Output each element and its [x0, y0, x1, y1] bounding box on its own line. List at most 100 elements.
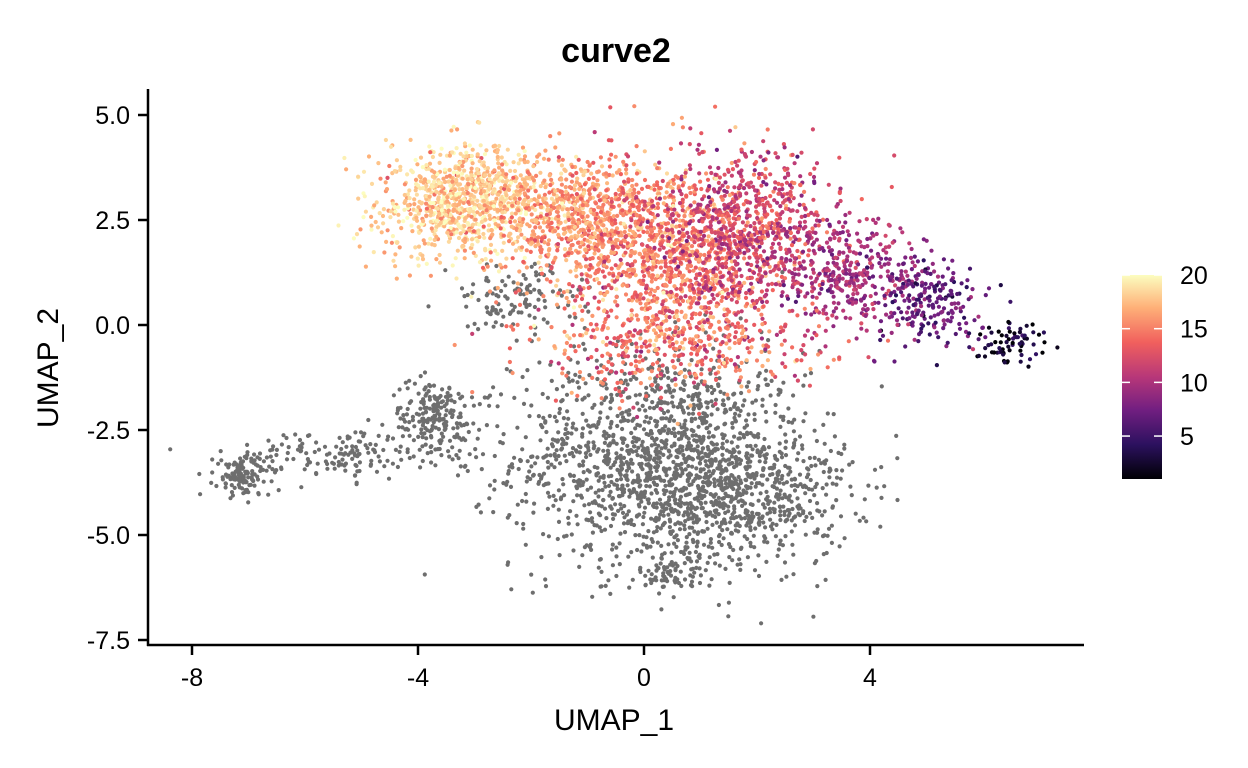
- scatter-point: [512, 219, 518, 224]
- scatter-point: [763, 377, 768, 382]
- scatter-point: [825, 411, 830, 416]
- scatter-point: [642, 149, 647, 154]
- scatter-point: [795, 496, 800, 501]
- scatter-point: [624, 473, 629, 478]
- scatter-point: [546, 238, 552, 243]
- scatter-point: [394, 158, 399, 163]
- scatter-point: [403, 198, 408, 204]
- scatter-point: [405, 206, 410, 211]
- scatter-point: [541, 317, 546, 322]
- scatter-point: [754, 511, 760, 516]
- scatter-point: [533, 207, 538, 212]
- scatter-point: [668, 490, 673, 495]
- scatter-point: [675, 538, 681, 543]
- scatter-point: [738, 316, 743, 321]
- scatter-point: [895, 456, 900, 461]
- scatter-point: [724, 439, 730, 444]
- scatter-point: [619, 436, 624, 441]
- scatter-point: [670, 494, 675, 499]
- scatter-point: [659, 399, 664, 404]
- scatter-point: [339, 446, 344, 452]
- scatter-point: [766, 338, 771, 343]
- scatter-point: [374, 469, 380, 474]
- scatter-point: [542, 240, 547, 245]
- scatter-point: [474, 504, 479, 509]
- scatter-point: [609, 199, 614, 204]
- scatter-point: [531, 164, 536, 169]
- scatter-point: [674, 544, 679, 550]
- scatter-point: [821, 422, 826, 427]
- scatter-point: [610, 547, 615, 552]
- scatter-point: [553, 498, 558, 503]
- scatter-point: [795, 457, 800, 462]
- scatter-point: [667, 479, 672, 484]
- scatter-point: [546, 242, 551, 247]
- scatter-point: [505, 296, 510, 301]
- scatter-point: [586, 393, 591, 398]
- scatter-point: [686, 516, 691, 522]
- scatter-point: [418, 208, 423, 213]
- scatter-point: [559, 189, 565, 194]
- scatter-point: [456, 391, 461, 396]
- scatter-point: [346, 452, 351, 457]
- scatter-point: [381, 221, 386, 226]
- scatter-point: [703, 330, 708, 335]
- scatter-point: [735, 444, 740, 449]
- scatter-point: [493, 320, 498, 325]
- scatter-point: [680, 183, 685, 188]
- scatter-point: [524, 291, 529, 296]
- scatter-point: [543, 185, 548, 190]
- scatter-point: [580, 434, 585, 439]
- scatter-point: [831, 412, 836, 417]
- scatter-point: [421, 397, 426, 402]
- scatter-point: [412, 381, 417, 386]
- scatter-point: [676, 358, 681, 363]
- scatter-point: [532, 197, 537, 202]
- scatter-point: [677, 521, 682, 526]
- scatter-point: [422, 572, 427, 577]
- scatter-point: [639, 549, 644, 554]
- scatter-point: [559, 197, 564, 202]
- scatter-point: [519, 245, 525, 250]
- scatter-point: [682, 561, 687, 566]
- scatter-point: [740, 503, 745, 508]
- scatter-point: [708, 371, 713, 376]
- scatter-point: [657, 428, 662, 434]
- scatter-point: [730, 460, 735, 466]
- scatter-point: [445, 203, 451, 208]
- scatter-point: [543, 196, 548, 201]
- scatter-point: [562, 247, 568, 252]
- scatter-point: [538, 170, 543, 175]
- scatter-point: [424, 261, 429, 266]
- scatter-point: [559, 163, 565, 168]
- scatter-point: [684, 540, 689, 545]
- scatter-point: [525, 368, 530, 373]
- scatter-point: [756, 498, 761, 503]
- scatter-point: [721, 436, 726, 441]
- scatter-point: [522, 149, 527, 154]
- scatter-point: [632, 187, 637, 192]
- scatter-point: [776, 497, 781, 502]
- scatter-point: [216, 461, 221, 466]
- scatter-point: [850, 460, 855, 465]
- scatter-point: [676, 430, 681, 435]
- scatter-point: [505, 479, 510, 484]
- scatter-point: [465, 422, 470, 427]
- scatter-point: [401, 219, 406, 224]
- scatter-point: [669, 269, 674, 274]
- scatter-point: [742, 398, 747, 403]
- scatter-point: [689, 416, 694, 421]
- scatter-point: [524, 248, 529, 253]
- scatter-point: [463, 463, 468, 468]
- scatter-point: [549, 265, 554, 270]
- scatter-point: [415, 256, 420, 261]
- scatter-point: [842, 442, 847, 447]
- scatter-point: [422, 418, 427, 423]
- scatter-point: [455, 432, 460, 437]
- scatter-point: [312, 449, 317, 455]
- scatter-point: [604, 436, 609, 441]
- scatter-point: [228, 477, 233, 482]
- scatter-point: [623, 250, 628, 255]
- scatter-point: [483, 246, 488, 251]
- scatter-point: [374, 200, 379, 205]
